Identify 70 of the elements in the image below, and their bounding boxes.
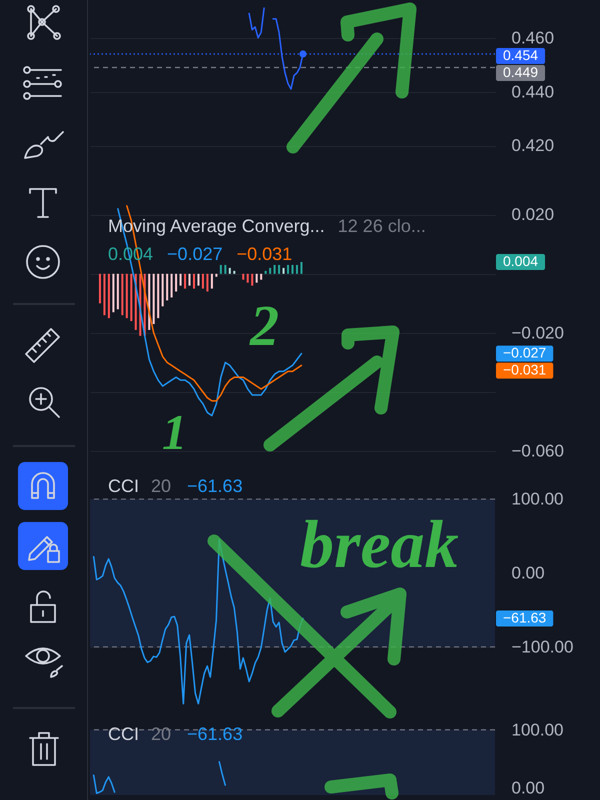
annotation: −61.63 xyxy=(187,724,243,744)
chart-subtitle: 20 xyxy=(151,724,172,744)
y-tick-label: −100.00 xyxy=(512,637,574,656)
text: 0.004 xyxy=(503,253,538,269)
bar xyxy=(278,264,280,274)
bar xyxy=(166,274,168,300)
bar xyxy=(296,264,298,274)
bar xyxy=(192,274,195,289)
y-tick-label: 0.440 xyxy=(512,82,554,102)
bar xyxy=(291,264,294,274)
bar xyxy=(269,268,272,274)
bar xyxy=(206,274,208,292)
annotation: −0.027 xyxy=(167,244,223,264)
bar xyxy=(282,268,285,274)
y-tick-label: 0.00 xyxy=(512,563,545,582)
bar xyxy=(264,270,267,274)
bar xyxy=(112,274,114,312)
annotation: break xyxy=(300,506,459,582)
text: CCI xyxy=(108,476,139,496)
bar xyxy=(98,274,101,304)
bar xyxy=(175,274,178,292)
bar xyxy=(251,274,254,286)
bar xyxy=(220,264,222,274)
bar xyxy=(121,274,124,316)
bar xyxy=(246,274,249,283)
bar xyxy=(130,274,132,322)
y-tick-label: −0.060 xyxy=(512,442,564,461)
bar xyxy=(202,274,204,289)
annotation: 2 xyxy=(249,293,279,358)
y-tick-label: 0.00 xyxy=(512,778,545,798)
bar xyxy=(260,274,262,280)
annotation: 1 xyxy=(162,404,187,460)
text: 12 26 clo... xyxy=(338,216,426,236)
annotation: −0.031 xyxy=(236,244,292,264)
bar xyxy=(215,274,218,277)
y-tick-label: −0.020 xyxy=(512,323,564,342)
y-tick-label: 0.460 xyxy=(512,28,554,48)
bar xyxy=(157,274,160,318)
bar xyxy=(210,274,213,289)
bar xyxy=(184,274,186,289)
bar xyxy=(300,262,302,274)
bar xyxy=(103,274,106,316)
text: −0.031 xyxy=(503,362,546,378)
bar xyxy=(233,270,236,274)
bar xyxy=(188,274,191,286)
text: 20 xyxy=(151,476,172,496)
chart-title: CCI xyxy=(108,724,139,744)
bar xyxy=(126,274,128,318)
bar xyxy=(197,274,200,286)
bar xyxy=(224,264,226,274)
bar xyxy=(162,274,164,306)
bar xyxy=(108,274,110,318)
y-tick-label: 0.020 xyxy=(512,205,554,224)
bar xyxy=(152,274,155,324)
bar xyxy=(287,264,290,274)
bar xyxy=(256,274,258,283)
bar xyxy=(274,264,276,274)
ref-line-label: 0.454 xyxy=(503,47,538,64)
y-tick-label: 100.00 xyxy=(512,490,564,509)
y-tick-label: 0.420 xyxy=(512,136,554,156)
y-tick-label: 100.00 xyxy=(512,720,564,740)
bar xyxy=(242,274,244,280)
annotation: −61.63 xyxy=(187,476,243,496)
ref-line-label: 0.449 xyxy=(503,64,538,80)
bar xyxy=(180,274,182,286)
text: −61.63 xyxy=(503,609,546,626)
bar xyxy=(170,274,173,298)
bar xyxy=(228,268,231,274)
bar xyxy=(116,274,119,310)
text: −0.027 xyxy=(503,344,546,361)
